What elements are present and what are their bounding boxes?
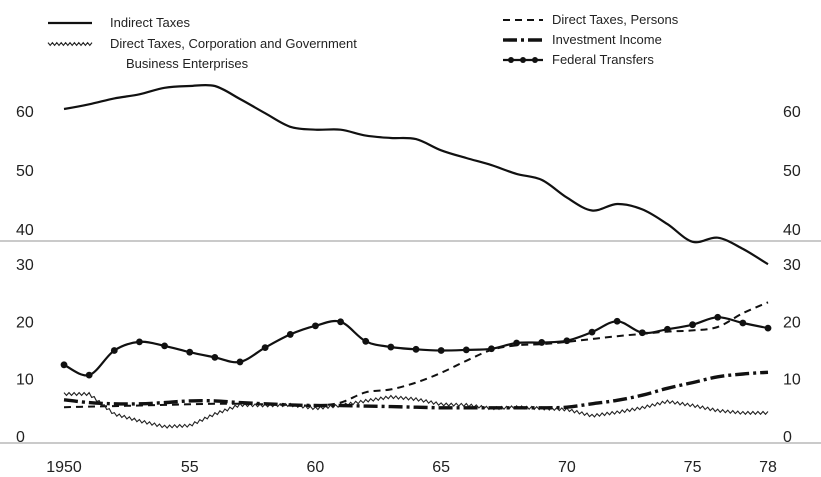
- data-point-federal-transfers: [261, 344, 269, 352]
- x-tick-label: 60: [307, 459, 325, 476]
- data-point-federal-transfers: [563, 337, 571, 345]
- legend-label-indirect-taxes: Indirect Taxes: [110, 15, 190, 30]
- data-point-federal-transfers: [60, 361, 68, 369]
- data-point-federal-transfers: [110, 347, 118, 354]
- data-point-federal-transfers: [638, 329, 646, 337]
- lower-panel-series: [60, 301, 772, 429]
- data-point-federal-transfers: [387, 343, 395, 351]
- legend-label-direct-taxes-corporation-and-government-business-enterprises-cont: Business Enterprises: [126, 56, 249, 71]
- data-point-federal-transfers: [513, 339, 520, 347]
- data-point-federal-transfers: [161, 342, 168, 350]
- series-line-investment-income: [63, 370, 769, 410]
- upper-y-tick-left: 40: [16, 222, 34, 239]
- legend-label-direct-taxes-corporation-and-government-business-enterprises: Direct Taxes, Corporation and Government: [110, 36, 357, 51]
- upper-y-tick-right: 60: [783, 104, 801, 121]
- lower-y-tick-right: 0: [783, 429, 792, 446]
- legend-item-investment-income: Investment Income: [503, 32, 662, 47]
- data-point-federal-transfers: [337, 318, 344, 326]
- upper-y-tick-right: 40: [783, 222, 801, 239]
- series-federal-transfers: [60, 313, 772, 379]
- lower-y-tick-right: 10: [783, 372, 801, 389]
- x-tick-label: 1950: [46, 459, 82, 476]
- series-investment-income: [63, 370, 769, 410]
- lower-y-tick-left: 30: [16, 257, 34, 274]
- data-point-federal-transfers: [236, 358, 244, 366]
- legend-label-investment-income: Investment Income: [552, 32, 662, 47]
- legend-item-indirect-taxes: Indirect Taxes: [48, 15, 190, 30]
- upper-y-tick-left: 50: [16, 163, 34, 180]
- upper-y-tick-left: 60: [16, 104, 34, 121]
- legend-label-federal-transfers: Federal Transfers: [552, 52, 654, 67]
- data-point-federal-transfers: [136, 338, 143, 346]
- legend-label-direct-taxes-persons: Direct Taxes, Persons: [552, 12, 679, 27]
- data-point-federal-transfers: [186, 348, 194, 356]
- data-point-federal-transfers: [312, 322, 319, 330]
- x-tick-label: 55: [181, 459, 199, 476]
- series-indirect-taxes: [63, 83, 769, 266]
- legend-item-direct-taxes-corporation-and-government-business-enterprises: Direct Taxes, Corporation and Government…: [47, 36, 357, 71]
- series-line-indirect-taxes: [63, 83, 769, 266]
- data-point-federal-transfers: [613, 317, 621, 325]
- upper-panel-series: [63, 83, 769, 266]
- legend-marker-federal-transfers: [532, 57, 538, 63]
- legend: Indirect Taxes Direct Taxes, Corporation …: [47, 12, 679, 71]
- data-point-federal-transfers: [689, 321, 696, 329]
- data-point-federal-transfers: [85, 371, 93, 379]
- data-point-federal-transfers: [462, 346, 470, 354]
- x-tick-label: 75: [684, 459, 702, 476]
- legend-swatch-direct-taxes-corporation-and-government-business-enterprises: [47, 41, 93, 47]
- lower-panel-y-ticks: 30 30 20 20 10 10 0 0: [16, 257, 801, 446]
- lower-y-tick-left: 0: [16, 429, 25, 446]
- series-line-direct-taxes-persons: [63, 301, 769, 409]
- data-point-federal-transfers: [588, 328, 596, 336]
- legend-item-direct-taxes-persons: Direct Taxes, Persons: [503, 12, 679, 27]
- series-direct-taxes-persons: [63, 301, 769, 409]
- data-point-federal-transfers: [488, 345, 495, 353]
- upper-y-tick-right: 50: [783, 163, 801, 180]
- data-point-federal-transfers: [412, 345, 420, 353]
- data-point-federal-transfers: [437, 347, 445, 354]
- data-point-federal-transfers: [286, 331, 294, 338]
- x-tick-label: 65: [432, 459, 450, 476]
- legend-marker-federal-transfers: [520, 57, 526, 63]
- data-point-federal-transfers: [714, 313, 722, 321]
- data-point-federal-transfers: [764, 324, 772, 332]
- lower-y-tick-right: 30: [783, 257, 801, 274]
- series-line-direct-taxes-corporation-and-government-business-enterprises: [63, 391, 769, 429]
- x-tick-label: 70: [558, 459, 576, 476]
- data-point-federal-transfers: [664, 325, 671, 333]
- data-point-federal-transfers: [362, 337, 370, 345]
- legend-item-federal-transfers: Federal Transfers: [503, 52, 654, 67]
- x-tick-label: 78: [759, 459, 777, 476]
- panel-divider: [0, 240, 821, 444]
- data-point-federal-transfers: [211, 353, 219, 361]
- legend-marker-federal-transfers: [508, 57, 514, 63]
- data-point-federal-transfers: [739, 319, 747, 327]
- x-axis: 1950 55 60 65 70 75 78: [46, 459, 777, 476]
- series-direct-taxes-corporation-and-government-business-enterprises: [63, 391, 769, 429]
- upper-panel-y-ticks: 60 60 50 50 40 40: [16, 104, 801, 239]
- lower-y-tick-left: 20: [16, 314, 34, 331]
- data-point-federal-transfers: [538, 339, 546, 346]
- lower-y-tick-right: 20: [783, 314, 801, 331]
- lower-y-tick-left: 10: [16, 372, 34, 389]
